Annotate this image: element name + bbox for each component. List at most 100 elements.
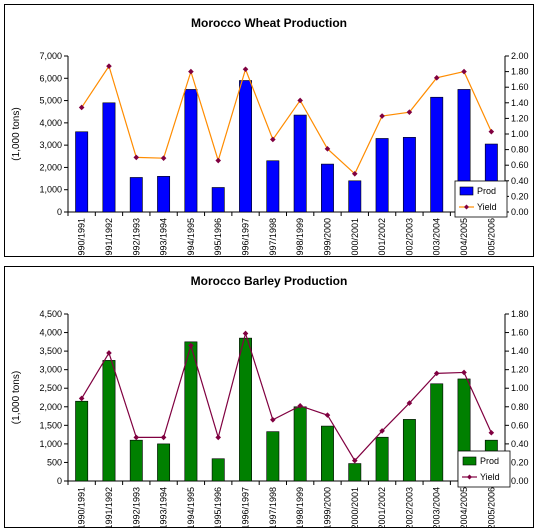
point-yield xyxy=(160,155,167,161)
x-tick-label: 1991/1992 xyxy=(104,487,114,527)
y-tick-label-left: 3,000 xyxy=(39,365,62,375)
x-tick-label: 2001/2002 xyxy=(377,487,387,527)
legend-label-yield: Yield xyxy=(480,472,500,482)
x-tick-label: 1997/1998 xyxy=(268,218,278,256)
x-tick-label: 2003/2004 xyxy=(432,218,442,256)
y-tick-label-left: 4,500 xyxy=(39,309,62,319)
x-tick-label: 1992/1993 xyxy=(131,218,141,256)
x-tick-label: 1998/1999 xyxy=(295,218,305,256)
line-yield xyxy=(81,331,492,462)
point-yield xyxy=(379,113,385,119)
y-tick-label-right: 0.80 xyxy=(511,145,529,155)
y-tick-label-left: 2,000 xyxy=(39,162,62,172)
point-yield xyxy=(188,68,194,75)
bar-prod xyxy=(211,458,225,482)
bar-prod xyxy=(75,400,89,482)
y-tick-label-right: 1.40 xyxy=(511,98,529,108)
bar-prod xyxy=(321,163,334,213)
y-tick-label-left: 1,500 xyxy=(39,420,62,430)
y-tick-label-right: 0.00 xyxy=(511,476,529,486)
y-tick-label-left: 2,500 xyxy=(39,383,62,393)
y-tick-label-left: 1,000 xyxy=(39,185,62,195)
legend-swatch-prod xyxy=(462,456,477,466)
point-yield xyxy=(242,330,249,337)
point-yield xyxy=(433,75,440,81)
bar-prod xyxy=(321,425,334,482)
x-tick-label: 2003/2004 xyxy=(432,487,442,527)
wheat-chart: Morocco Wheat Production 0 1,000 2,000 3,000… xyxy=(11,16,529,256)
y-tick-label-right: 0.40 xyxy=(511,176,529,186)
y-tick-label-right: 1.60 xyxy=(511,82,529,92)
y-tick-label-right: 1.40 xyxy=(511,346,529,356)
point-yield xyxy=(379,428,385,434)
y-tick-label-right: 0.80 xyxy=(511,402,529,412)
x-tick-label: 1999/2000 xyxy=(322,218,332,256)
bar-prod xyxy=(75,131,89,213)
point-yield xyxy=(406,400,413,406)
legend-marker-yield xyxy=(467,474,472,480)
x-tick-label: 1992/1993 xyxy=(131,487,141,527)
y-tick-label-left: 0 xyxy=(57,207,62,217)
bar-prod xyxy=(266,160,280,213)
bar-prod xyxy=(129,439,143,482)
bar-prod xyxy=(266,431,280,482)
bar-prod xyxy=(239,80,252,213)
bar-prod xyxy=(102,102,116,213)
legend-marker-yield xyxy=(464,204,469,210)
x-tick-label: 1993/1994 xyxy=(159,487,169,527)
bar-prod xyxy=(375,436,389,482)
wheat-chart-panel: Morocco Wheat Production 0 1,000 2,000 3,000… xyxy=(4,4,534,257)
barley-chart-panel: Morocco Barley Production 0 500 1,000 1,500 2… xyxy=(4,266,534,528)
x-tick-label: 2002/2003 xyxy=(404,487,414,527)
point-yield xyxy=(270,136,276,143)
y-tick-label-right: 1.80 xyxy=(511,309,529,319)
legend-label-yield: Yield xyxy=(477,202,497,212)
x-tick-label: 1994/1995 xyxy=(186,487,196,527)
x-tick-label: 2002/2003 xyxy=(404,218,414,256)
point-yield xyxy=(461,369,467,376)
bar-prod xyxy=(348,463,362,482)
y-tick-label-right: 2.00 xyxy=(511,51,529,61)
y-tick-label-right: 0.20 xyxy=(511,191,529,201)
x-tick-label: 2000/2001 xyxy=(350,487,360,527)
y-tick-label-right: 0.60 xyxy=(511,420,529,430)
point-yield xyxy=(324,412,331,418)
barley-chart: Morocco Barley Production 0 500 1,000 1,500 2… xyxy=(11,274,529,527)
point-yield xyxy=(351,170,358,177)
bar-prod xyxy=(102,360,116,482)
bar-prod xyxy=(184,89,198,213)
point-yield xyxy=(160,434,167,441)
point-yield xyxy=(78,104,85,111)
y-tick-label-right: 1.20 xyxy=(511,113,529,123)
x-tick-label: 1996/1997 xyxy=(241,218,251,256)
y-tick-label-left: 6,000 xyxy=(39,73,62,83)
point-yield xyxy=(324,146,331,152)
y-tick-label-left: 3,000 xyxy=(39,140,62,150)
x-tick-label: 1994/1995 xyxy=(186,218,196,256)
x-tick-label: 1993/1994 xyxy=(159,218,169,256)
y-tick-label-left: 5,000 xyxy=(39,96,62,106)
x-tick-label: 1995/1996 xyxy=(213,487,223,527)
x-tick-label: 1997/1998 xyxy=(268,487,278,527)
bar-prod xyxy=(129,177,143,213)
y-axis-label: (1,000 tons) xyxy=(11,107,22,160)
point-yield xyxy=(488,429,495,436)
point-yield xyxy=(215,157,222,164)
bar-prod xyxy=(293,406,307,482)
x-tick-label: 2004/2005 xyxy=(459,218,469,256)
y-tick-label-left: 2,000 xyxy=(39,402,62,412)
point-yield xyxy=(297,97,303,104)
y-tick-label-right: 0.40 xyxy=(511,439,529,449)
y-tick-label-left: 7,000 xyxy=(39,51,62,61)
x-tick-label: 2005/2006 xyxy=(486,218,496,256)
x-tick-label: 1995/1996 xyxy=(213,218,223,256)
y-tick-label-left: 4,000 xyxy=(39,118,62,128)
point-yield xyxy=(133,154,140,161)
y-tick-label-right: 0.60 xyxy=(511,160,529,170)
y-tick-label-left: 0 xyxy=(57,476,62,486)
bar-prod xyxy=(402,419,416,482)
bar-prod xyxy=(348,180,362,213)
y-tick-label-right: 1.80 xyxy=(511,67,529,77)
x-tick-label: 2000/2001 xyxy=(350,218,360,256)
x-tick-label: 1991/1992 xyxy=(104,218,114,256)
